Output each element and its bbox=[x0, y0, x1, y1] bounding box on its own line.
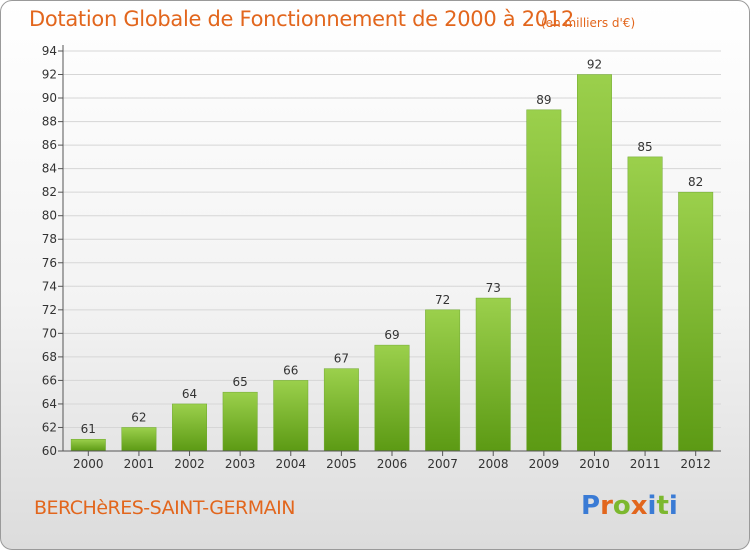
y-tick-label: 90 bbox=[42, 91, 57, 105]
x-tick-label: 2008 bbox=[478, 457, 509, 471]
x-tick-label: 2001 bbox=[124, 457, 155, 471]
bars bbox=[70, 74, 714, 452]
data-label: 64 bbox=[182, 387, 197, 401]
x-tick-label: 2012 bbox=[680, 457, 711, 471]
data-label: 66 bbox=[283, 363, 298, 377]
y-axis-ticks: 60 62 64 66 68 70 72 74 76 78 80 82 84 86 88 90 92 94 bbox=[42, 44, 63, 458]
data-label: 85 bbox=[637, 140, 652, 154]
x-tick-label: 2006 bbox=[377, 457, 408, 471]
y-tick-label: 94 bbox=[42, 44, 57, 58]
x-tick-label: 2002 bbox=[174, 457, 205, 471]
bar-2008 bbox=[475, 297, 511, 452]
x-tick-label: 2005 bbox=[326, 457, 357, 471]
data-label: 72 bbox=[435, 293, 450, 307]
place-name: BERCHèRES-SAINT-GERMAIN bbox=[34, 497, 295, 519]
data-labels: 61 62 64 65 66 67 69 72 73 89 92 85 82 bbox=[81, 58, 704, 437]
logo-letter: P bbox=[581, 491, 601, 521]
y-tick-label: 92 bbox=[42, 68, 57, 82]
logo-letter: x bbox=[630, 491, 648, 521]
data-label: 89 bbox=[536, 93, 551, 107]
y-tick-label: 68 bbox=[42, 350, 57, 364]
y-tick-label: 64 bbox=[42, 397, 57, 411]
logo-letter: o bbox=[612, 491, 631, 521]
x-axis-ticks: 2000 2001 2002 2003 2004 2005 2006 2007 2008 2009… bbox=[73, 451, 711, 471]
y-tick-label: 66 bbox=[42, 373, 57, 387]
x-tick-label: 2011 bbox=[630, 457, 661, 471]
bar-2009 bbox=[526, 109, 562, 452]
bar-2005 bbox=[323, 368, 359, 452]
chart-title: Dotation Globale de Fonctionnement de 20… bbox=[29, 7, 574, 31]
bar-2006 bbox=[374, 344, 410, 452]
y-tick-label: 82 bbox=[42, 185, 57, 199]
data-label: 62 bbox=[131, 410, 146, 424]
bar-2003 bbox=[222, 391, 258, 452]
y-tick-label: 78 bbox=[42, 232, 57, 246]
y-tick-label: 76 bbox=[42, 256, 57, 270]
x-tick-label: 2000 bbox=[73, 457, 104, 471]
data-label: 82 bbox=[688, 175, 703, 189]
data-label: 73 bbox=[486, 281, 501, 295]
y-tick-label: 86 bbox=[42, 138, 57, 152]
x-tick-label: 2004 bbox=[275, 457, 306, 471]
y-tick-label: 70 bbox=[42, 326, 57, 340]
bar-2010 bbox=[577, 74, 612, 452]
proxiti-logo: Proxiti bbox=[581, 491, 678, 521]
bar-2011 bbox=[627, 156, 663, 452]
x-tick-label: 2010 bbox=[579, 457, 610, 471]
logo-letter: t bbox=[656, 491, 669, 521]
data-label: 61 bbox=[81, 422, 96, 436]
logo-letter: i bbox=[668, 491, 678, 521]
y-tick-label: 84 bbox=[42, 162, 57, 176]
bar-2001 bbox=[121, 427, 157, 452]
chart-subtitle: (en milliers d'€) bbox=[541, 16, 636, 30]
x-tick-label: 2009 bbox=[529, 457, 560, 471]
logo-letter: r bbox=[600, 491, 613, 521]
y-tick-label: 80 bbox=[42, 209, 57, 223]
y-tick-label: 62 bbox=[42, 420, 57, 434]
x-tick-label: 2007 bbox=[427, 457, 458, 471]
bar-2012 bbox=[678, 191, 714, 452]
y-tick-label: 74 bbox=[42, 279, 57, 293]
data-label: 67 bbox=[334, 352, 349, 366]
data-label: 92 bbox=[587, 58, 602, 72]
logo-letter: i bbox=[647, 491, 657, 521]
bar-2004 bbox=[273, 380, 309, 452]
y-tick-label: 72 bbox=[42, 303, 57, 317]
data-label: 69 bbox=[384, 328, 399, 342]
y-tick-label: 88 bbox=[42, 115, 57, 129]
x-tick-label: 2003 bbox=[225, 457, 256, 471]
bar-2000 bbox=[70, 438, 106, 452]
bar-2002 bbox=[172, 403, 207, 452]
y-tick-label: 60 bbox=[42, 444, 57, 458]
data-label: 65 bbox=[233, 375, 248, 389]
bar-2007 bbox=[425, 309, 461, 452]
